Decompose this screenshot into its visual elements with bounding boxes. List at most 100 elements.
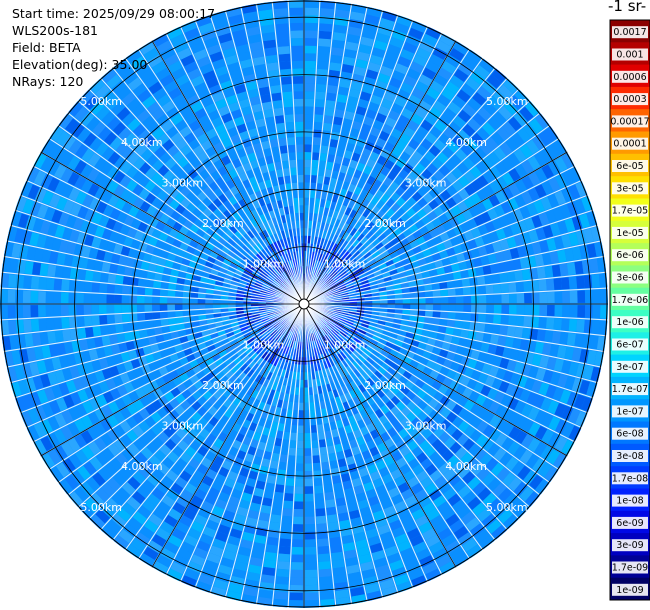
range-gate — [404, 423, 416, 434]
range-gate — [304, 83, 315, 92]
range-gate — [148, 455, 161, 468]
range-gate — [123, 523, 138, 537]
range-gate — [546, 449, 561, 465]
range-gate — [513, 481, 528, 497]
range-gate — [197, 463, 209, 475]
range-gate — [508, 477, 522, 492]
range-gate — [433, 391, 444, 402]
range-gate — [433, 297, 441, 304]
range-gate — [286, 362, 292, 371]
range-gate — [274, 406, 282, 416]
range-gate — [197, 417, 208, 428]
range-gate — [322, 469, 331, 478]
range-gate — [326, 506, 337, 516]
range-gate — [422, 528, 437, 541]
range-gate — [202, 475, 214, 487]
range-gate — [461, 278, 471, 287]
range-gate — [243, 586, 258, 597]
range-gate — [330, 467, 340, 477]
range-gate — [406, 365, 416, 374]
range-gate — [416, 452, 428, 464]
range-gate — [441, 507, 455, 521]
range-gate — [498, 381, 510, 393]
range-gate — [516, 304, 525, 315]
range-gate — [45, 291, 54, 303]
range-gate — [379, 579, 395, 590]
range-gate — [400, 514, 414, 526]
range-gate — [118, 467, 132, 481]
range-gate — [304, 387, 309, 396]
range-gate — [529, 474, 544, 490]
range-gate — [355, 492, 367, 502]
range-gate — [208, 487, 220, 499]
range-gate — [515, 415, 527, 429]
range-gate — [524, 377, 535, 391]
range-gate — [304, 129, 313, 137]
range-gate — [408, 458, 420, 470]
range-gate — [283, 431, 290, 440]
range-gate — [297, 174, 304, 183]
range-gate — [569, 305, 578, 318]
range-gate — [339, 410, 348, 420]
range-gate — [344, 487, 355, 498]
range-gate — [336, 334, 344, 342]
range-gate — [353, 484, 365, 495]
range-gate — [167, 311, 176, 318]
range-gate — [502, 422, 515, 436]
range-gate — [304, 205, 309, 213]
range-gate — [331, 316, 339, 322]
range-gate — [528, 365, 539, 379]
range-gate — [333, 116, 343, 126]
range-gate — [491, 273, 501, 284]
range-gate — [342, 417, 350, 427]
range-gate — [482, 424, 495, 438]
range-gate — [493, 447, 507, 462]
range-gate — [548, 416, 561, 431]
colorbar-tick-label: 1.7e-08 — [612, 473, 648, 484]
range-gate — [305, 38, 317, 46]
range-gate — [550, 371, 561, 386]
range-gate — [426, 433, 438, 445]
range-gate — [363, 348, 372, 357]
range-gate — [267, 355, 274, 364]
range-gate — [283, 500, 293, 509]
range-gate — [121, 502, 136, 516]
range-gate — [498, 509, 513, 524]
range-gate — [473, 341, 483, 351]
range-gate — [103, 462, 117, 477]
range-gate — [168, 283, 177, 290]
range-gate — [348, 415, 357, 425]
range-gate — [304, 493, 314, 502]
range-gate — [350, 586, 365, 597]
range-gate — [188, 458, 200, 470]
range-gate — [242, 355, 250, 363]
range-gate — [346, 318, 355, 323]
range-gate — [254, 383, 263, 392]
range-gate — [564, 346, 575, 360]
range-gate — [512, 338, 522, 349]
range-gate — [426, 508, 440, 521]
range-gate — [304, 91, 315, 99]
range-gate — [159, 311, 168, 319]
range-gate — [84, 498, 99, 513]
range-gate — [541, 429, 554, 444]
range-gate — [291, 554, 303, 563]
range-gate — [304, 471, 313, 479]
range-gate — [368, 495, 380, 507]
range-gate — [314, 485, 324, 494]
range-gate — [278, 376, 284, 385]
range-gate — [270, 339, 277, 347]
range-gate — [194, 434, 206, 445]
range-gate — [561, 277, 570, 290]
range-gate — [353, 369, 362, 378]
range-gate — [406, 411, 417, 423]
range-gate — [284, 424, 291, 433]
range-gate — [174, 404, 185, 416]
range-gate — [276, 359, 282, 368]
range-gate — [489, 415, 501, 428]
range-gate — [466, 378, 478, 390]
range-gate — [115, 453, 129, 466]
range-gate — [325, 100, 336, 109]
range-gate — [388, 487, 400, 499]
range-gate — [469, 429, 482, 442]
